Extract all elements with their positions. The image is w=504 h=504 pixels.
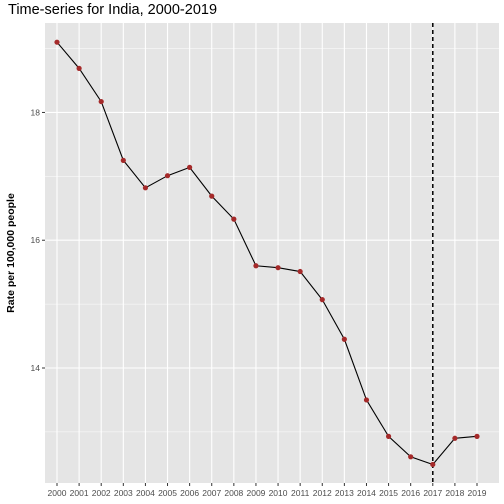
y-tick-label: 18 — [31, 107, 41, 117]
data-point — [474, 433, 480, 439]
x-tick-label: 2017 — [423, 488, 442, 498]
data-point — [164, 173, 171, 179]
data-point — [98, 98, 104, 105]
data-point — [253, 263, 259, 269]
series-line — [56, 41, 478, 466]
x-tick-label: 2001 — [70, 488, 89, 498]
y-tick-label: 16 — [31, 235, 41, 245]
x-tick-label: 2009 — [246, 488, 265, 498]
x-tick-label: 2003 — [114, 488, 133, 498]
x-tick-label: 2016 — [401, 488, 420, 498]
data-point — [275, 265, 281, 271]
grid-major — [45, 23, 499, 483]
series-points — [54, 39, 480, 468]
x-tick-label: 2015 — [379, 488, 398, 498]
plot-panel — [45, 23, 499, 483]
y-axis-ticks: 14 16 18 — [31, 107, 45, 373]
data-point — [120, 157, 126, 163]
x-tick-label: 2012 — [313, 488, 332, 498]
y-tick-label: 14 — [31, 363, 41, 373]
x-tick-label: 2019 — [468, 488, 487, 498]
data-point — [187, 164, 193, 170]
x-tick-label: 2011 — [291, 488, 310, 498]
x-tick-label: 2002 — [92, 488, 111, 498]
data-point — [363, 397, 370, 403]
data-point — [231, 216, 237, 222]
data-point — [142, 185, 149, 191]
grid-minor — [45, 48, 499, 433]
x-tick-label: 2006 — [180, 488, 199, 498]
chart-title: Time-series for India, 2000-2019 — [8, 2, 218, 18]
data-point — [408, 454, 414, 460]
x-tick-label: 2007 — [202, 488, 221, 498]
data-point — [341, 336, 347, 342]
x-tick-label: 2004 — [136, 488, 155, 498]
y-axis-title: Rate per 100,000 people — [5, 193, 17, 313]
data-point — [209, 193, 215, 199]
data-point — [76, 65, 82, 71]
data-point — [319, 297, 325, 303]
x-tick-label: 2018 — [445, 488, 464, 498]
data-point — [385, 433, 392, 439]
x-tick-label: 2014 — [357, 488, 376, 498]
data-point — [54, 39, 60, 45]
data-point — [297, 268, 303, 275]
data-point — [430, 461, 436, 468]
x-tick-label: 2010 — [269, 488, 288, 498]
x-tick-label: 2000 — [48, 488, 67, 498]
data-point — [452, 435, 458, 441]
x-tick-label: 2008 — [224, 488, 243, 498]
x-axis-ticks: 2000 2001 2002 2003 2004 2005 2006 2007 2008 2009… — [48, 483, 487, 498]
x-tick-label: 2005 — [158, 488, 177, 498]
x-tick-label: 2013 — [335, 488, 354, 498]
